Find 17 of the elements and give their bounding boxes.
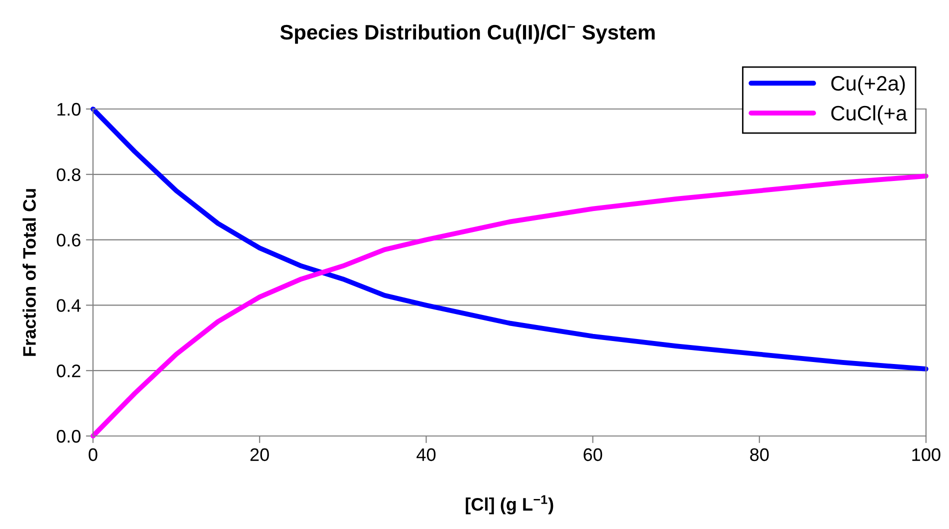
x-tick-label: 0 bbox=[88, 448, 98, 462]
y-tick-label: 0.4 bbox=[56, 299, 81, 312]
y-tick-label: 0.2 bbox=[56, 364, 80, 378]
chart-title: Species Distribution Cu(II)/Cl$^{−}$ System bbox=[280, 24, 655, 44]
x-tick-label: 60 bbox=[584, 448, 602, 462]
y-axis-title: Fraction of Total Cu bbox=[22, 189, 36, 356]
x-axis-title: [Cl] (g L$^{−1}$) bbox=[466, 495, 554, 514]
x-tick-label: 100 bbox=[912, 448, 940, 462]
legend-label: CuCl(+a bbox=[831, 105, 908, 125]
x-tick-label: 80 bbox=[750, 448, 769, 462]
y-tick-label: 0.0 bbox=[56, 430, 80, 443]
legend-label: Cu(+2a) bbox=[831, 75, 905, 95]
y-tick-label: 0.8 bbox=[56, 168, 80, 182]
y-tick-label: 1.0 bbox=[57, 102, 80, 116]
x-tick-label: 20 bbox=[250, 448, 269, 462]
x-tick-label: 40 bbox=[416, 448, 436, 462]
y-tick-label: 0.6 bbox=[56, 234, 80, 247]
